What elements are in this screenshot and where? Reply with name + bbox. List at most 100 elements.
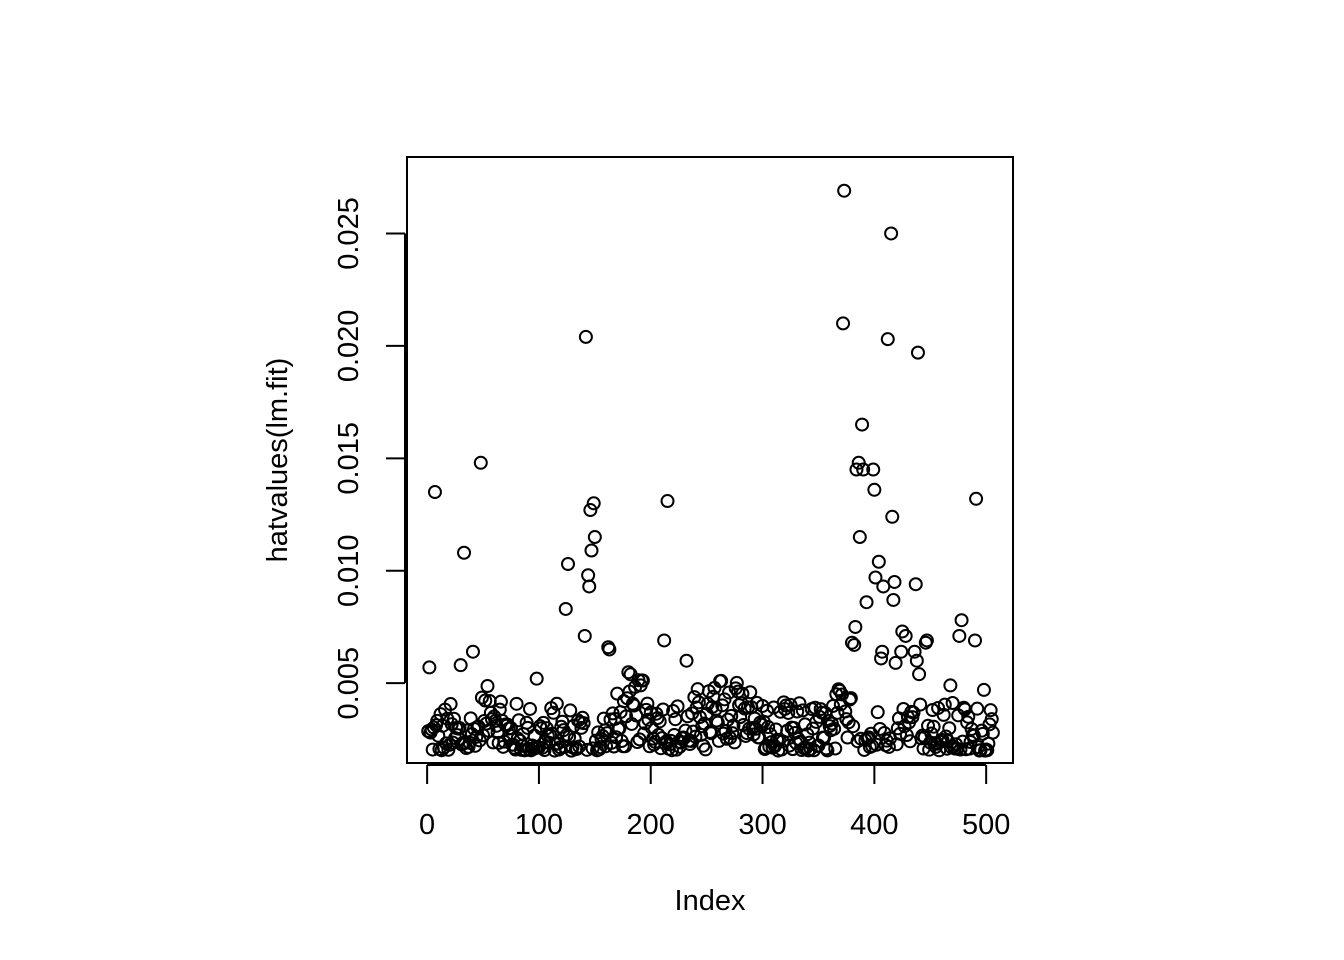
data-point (980, 743, 995, 758)
data-point (983, 703, 998, 718)
data-point (967, 633, 982, 648)
data-point (910, 345, 925, 360)
data-point (529, 671, 544, 686)
y-tick-label: 0.015 (333, 422, 365, 495)
data-point (511, 713, 526, 728)
data-point (640, 696, 655, 711)
data-point (820, 743, 835, 758)
data-point (426, 720, 441, 735)
data-point (509, 696, 524, 711)
data-point (491, 735, 506, 750)
data-point (670, 699, 685, 714)
data-point (906, 705, 921, 720)
data-point (493, 694, 508, 709)
data-point (859, 595, 874, 610)
data-point (586, 496, 601, 511)
data-point (537, 743, 552, 758)
data-point (735, 686, 750, 701)
data-point (870, 705, 885, 720)
data-point (885, 509, 900, 524)
data-point (792, 696, 807, 711)
data-point (578, 329, 593, 344)
data-point (559, 727, 574, 742)
data-point (880, 332, 895, 347)
data-point (727, 735, 742, 750)
data-point (856, 462, 871, 477)
data-point (954, 613, 969, 628)
data-point (457, 545, 472, 560)
data-point (981, 736, 996, 751)
data-point (567, 731, 582, 746)
data-point (894, 644, 909, 659)
data-point (584, 543, 599, 558)
data-point (887, 574, 902, 589)
x-tick-label: 200 (627, 809, 675, 841)
data-point (660, 494, 675, 509)
data-point (480, 679, 495, 694)
data-point (827, 721, 842, 736)
y-axis: 0.005 0.010 0.015 0.020 0.025 (333, 197, 406, 719)
data-point (982, 717, 997, 732)
data-point (474, 690, 489, 705)
data-point (969, 491, 984, 506)
data-point (452, 721, 467, 736)
data-point (843, 691, 858, 706)
data-point (936, 707, 951, 722)
data-point (976, 682, 991, 697)
data-point (657, 633, 672, 648)
data-point (427, 485, 442, 500)
data-point (679, 653, 694, 668)
data-point (761, 720, 776, 735)
data-point (849, 462, 864, 477)
x-tick-label: 0 (419, 809, 435, 841)
data-point (805, 721, 820, 736)
data-point (872, 721, 887, 736)
data-point (837, 183, 852, 198)
data-point (874, 651, 889, 666)
data-point (522, 701, 537, 716)
data-point (897, 719, 912, 734)
data-point (563, 703, 578, 718)
y-tick-label: 0.010 (333, 534, 365, 607)
data-point (942, 721, 957, 736)
plot-frame (406, 156, 1014, 764)
data-point (577, 628, 592, 643)
x-tick-label: 400 (850, 809, 898, 841)
data-point (855, 417, 870, 432)
data-point (698, 742, 713, 757)
x-tick-label: 100 (515, 809, 563, 841)
data-point (435, 718, 450, 733)
data-point (926, 719, 941, 734)
x-tick-label: 500 (962, 809, 1010, 841)
data-point (898, 628, 913, 643)
data-point (852, 530, 867, 545)
y-tick-label: 0.020 (333, 310, 365, 383)
data-point (921, 718, 936, 733)
data-point (546, 705, 561, 720)
y-axis-title: hatvalues(lm.fit) (262, 358, 294, 563)
data-point (705, 700, 720, 715)
data-point (691, 695, 706, 710)
data-point (656, 702, 671, 717)
data-point (790, 704, 805, 719)
data-point (453, 658, 468, 673)
data-point (635, 673, 650, 688)
data-point (912, 667, 927, 682)
data-point (422, 660, 437, 675)
data-point (602, 642, 617, 657)
data-point (952, 628, 967, 643)
data-point (754, 717, 769, 732)
data-point (909, 653, 924, 668)
x-axis: 0 100 200 300 400 500 (419, 764, 1010, 841)
data-point (913, 697, 928, 712)
data-point (945, 695, 960, 710)
data-point (558, 601, 573, 616)
data-point (729, 675, 744, 690)
data-point (886, 592, 901, 607)
data-point (841, 715, 856, 730)
data-point (561, 556, 576, 571)
data-point (683, 733, 698, 748)
data-point (844, 635, 859, 650)
data-point (964, 722, 979, 737)
data-point (668, 712, 683, 727)
